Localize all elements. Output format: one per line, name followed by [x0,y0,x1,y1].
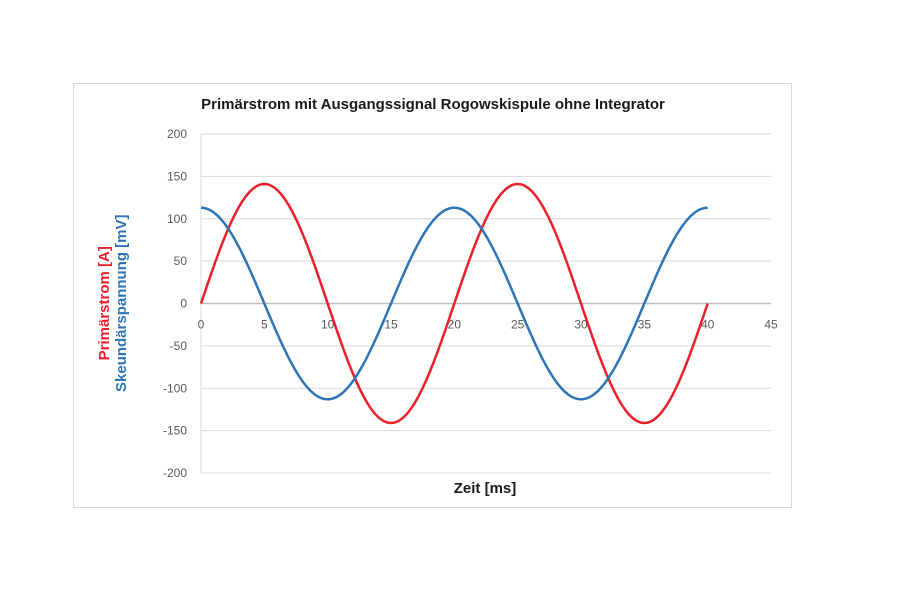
svg-text:45: 45 [764,318,778,332]
y-axis-ticks: 200 150 100 50 0 -50 -100 -150 -200 [163,127,187,480]
x-axis-ticks: 0 5 10 15 20 25 30 35 40 45 [198,318,778,332]
svg-text:0: 0 [180,297,187,311]
x-axis-label: Zeit [ms] [453,480,517,497]
svg-text:-100: -100 [163,381,187,395]
svg-text:20: 20 [448,318,462,332]
svg-text:50: 50 [174,254,188,268]
svg-text:40: 40 [701,318,715,332]
svg-text:150: 150 [167,169,187,183]
svg-text:0: 0 [198,318,205,332]
svg-text:35: 35 [638,318,652,332]
svg-text:-50: -50 [170,339,188,353]
chart-frame [73,83,792,508]
chart-title: Primärstrom mit Ausgangssignal Rogowskis… [201,96,665,113]
svg-text:10: 10 [321,318,335,332]
svg-text:25: 25 [511,318,525,332]
y-label-primary: Primärstrom [A] [96,246,113,361]
svg-text:30: 30 [574,318,588,332]
svg-text:5: 5 [261,318,268,332]
gridlines [200,133,771,474]
y-label-secondary: Skeundärspannung [mV] [113,214,130,392]
svg-text:100: 100 [167,212,187,226]
svg-text:-200: -200 [163,466,187,480]
svg-text:-150: -150 [163,424,187,438]
svg-text:15: 15 [384,318,398,332]
svg-text:200: 200 [167,127,187,141]
secondary-voltage-line [200,206,708,401]
primary-current-line [199,182,709,425]
